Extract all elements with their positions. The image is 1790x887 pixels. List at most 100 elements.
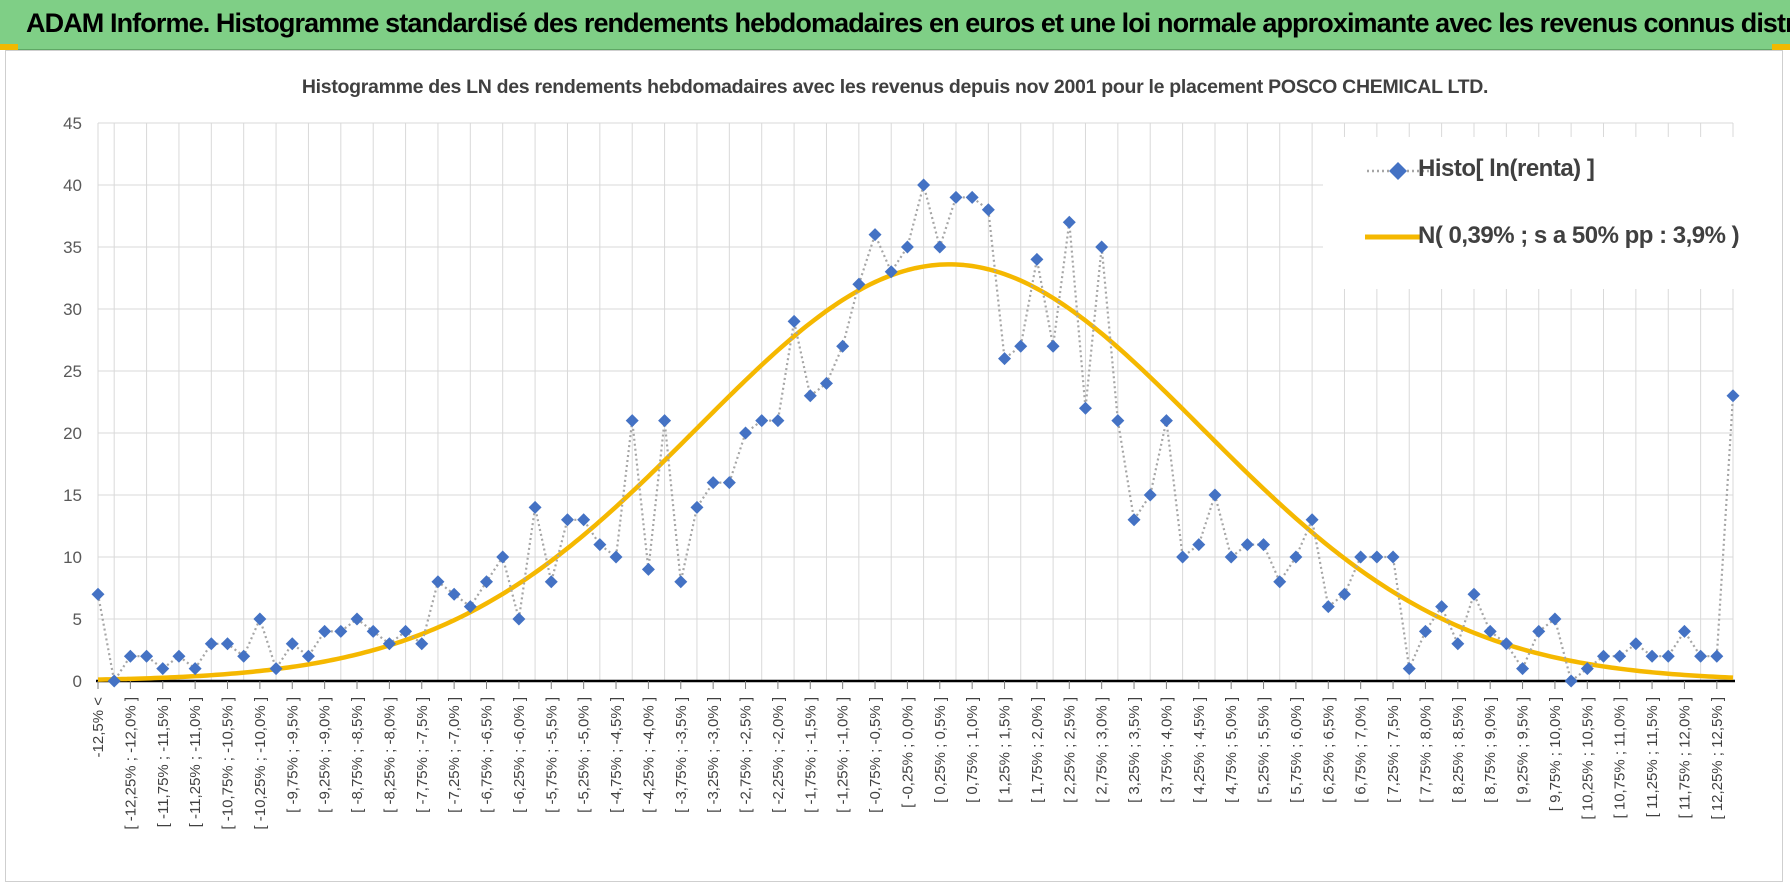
- corner-accent-left: [0, 44, 18, 50]
- histogram-point: [1596, 649, 1610, 663]
- x-tick-label: [ 9,25% ; 9,5% ]: [1515, 697, 1532, 803]
- histogram-point: [496, 550, 510, 564]
- histogram-point: [544, 575, 558, 589]
- x-tick-label: [ -8,25% ; -8,0% ]: [381, 697, 398, 813]
- histogram-point: [237, 649, 251, 663]
- histogram-point: [1095, 240, 1109, 254]
- histogram-point: [1402, 662, 1416, 676]
- x-tick-label: [ -4,75% ; -4,5% ]: [608, 697, 625, 813]
- histogram-point: [1289, 550, 1303, 564]
- x-tick-label: [ 0,25% ; 0,5% ]: [932, 697, 949, 803]
- x-tick-label: [ 7,75% ; 8,0% ]: [1417, 697, 1434, 803]
- histogram-point: [528, 500, 542, 514]
- histogram-point: [318, 624, 332, 638]
- histogram-point: [1467, 587, 1481, 601]
- histogram-point: [512, 612, 526, 626]
- y-axis: 0 5 10 15 20 25 30 35 40 45: [63, 114, 82, 691]
- histogram-line: [96, 180, 1735, 684]
- x-tick-label: [ 2,75% ; 3,0% ]: [1094, 697, 1111, 803]
- x-tick-label: [ 8,75% ; 9,0% ]: [1482, 697, 1499, 803]
- histogram-point: [1111, 414, 1125, 428]
- histogram-point: [221, 637, 235, 651]
- legend-normal-label: N( 0,39% ; s a 50% pp : 3,9% ): [1418, 222, 1740, 249]
- histogram-point: [1483, 624, 1497, 638]
- x-tick-label: [ -10,75% ; -10,5% ]: [220, 697, 237, 830]
- histogram-point: [998, 352, 1012, 366]
- histogram-point: [123, 649, 137, 663]
- histogram-point: [755, 414, 769, 428]
- legend: Histo[ ln(renta) ] N( 0,39% ; s a 50% pp…: [1323, 137, 1740, 289]
- histogram-point: [1694, 649, 1708, 663]
- y-tick-label: 35: [63, 238, 82, 257]
- histogram-point: [1062, 215, 1076, 229]
- histogram-point: [1046, 339, 1060, 353]
- histogram-point: [560, 513, 574, 527]
- y-tick-label: 25: [63, 362, 82, 381]
- histogram-point: [690, 500, 704, 514]
- y-tick-label: 45: [63, 114, 82, 133]
- series-layer: [91, 178, 1740, 688]
- histogram-point: [1321, 600, 1335, 614]
- histogram-point: [172, 649, 186, 663]
- x-tick-label: [ 12,25% ; 12,5% ]: [1709, 697, 1726, 820]
- histogram-point: [739, 426, 753, 440]
- histogram-point: [933, 240, 947, 254]
- histogram-point: [1240, 538, 1254, 552]
- histogram-point: [1192, 538, 1206, 552]
- x-tick-label: [ -7,25% ; -7,0% ]: [446, 697, 463, 813]
- histogram-point: [366, 624, 380, 638]
- x-tick-label: [ -5,75% ; -5,5% ]: [543, 697, 560, 813]
- x-tick-label: [ -9,75% ; -9,5% ]: [284, 697, 301, 813]
- x-tick-label: [ -3,75% ; -3,5% ]: [673, 697, 690, 813]
- histogram-point: [658, 414, 672, 428]
- histogram-point: [1305, 513, 1319, 527]
- x-tick-label: [ -8,75% ; -8,5% ]: [349, 697, 366, 813]
- histogram-point: [269, 662, 283, 676]
- x-tick-label: [ 7,25% ; 7,5% ]: [1385, 697, 1402, 803]
- x-tick-label: [ 0,75% ; 1,0% ]: [964, 697, 981, 803]
- histogram-point: [1337, 587, 1351, 601]
- histogram-point: [334, 624, 348, 638]
- histogram-point: [706, 476, 720, 490]
- histogram-point: [771, 414, 785, 428]
- histogram-point: [1208, 488, 1222, 502]
- histogram-point: [1176, 550, 1190, 564]
- normal-curve: [97, 262, 1734, 682]
- x-tick-label: [ 3,75% ; 4,0% ]: [1158, 697, 1175, 803]
- histogram-point: [1143, 488, 1157, 502]
- x-tick-label: [ -2,75% ; -2,5% ]: [738, 697, 755, 813]
- histogram-point: [1354, 550, 1368, 564]
- histogram-point: [431, 575, 445, 589]
- x-tick-label: [ -0,25% ; 0,0% ]: [899, 697, 916, 808]
- histogram-point: [1159, 414, 1173, 428]
- histogram-point: [463, 600, 477, 614]
- histogram-point: [836, 339, 850, 353]
- histogram-point: [1451, 637, 1465, 651]
- histogram-point: [1418, 624, 1432, 638]
- legend-normal-swatch: [1365, 234, 1421, 240]
- y-tick-label: 40: [63, 176, 82, 195]
- histogram-point: [285, 637, 299, 651]
- x-tick-label: [ -11,25% ; -11,0% ]: [187, 697, 204, 827]
- histogram-point: [641, 562, 655, 576]
- y-tick-label: 10: [63, 548, 82, 567]
- x-tick-label: [ -10,25% ; -10,0% ]: [252, 697, 269, 830]
- histogram-point: [981, 203, 995, 217]
- histogram-point: [107, 674, 121, 688]
- histogram-point: [1564, 674, 1578, 688]
- x-tick-label: [ -1,75% ; -1,5% ]: [802, 697, 819, 813]
- x-tick-label: [ -0,75% ; -0,5% ]: [867, 697, 884, 813]
- histogram-point: [1127, 513, 1141, 527]
- histogram-point: [609, 550, 623, 564]
- y-tick-label: 5: [73, 610, 82, 629]
- banner-title: ADAM Informe. Histogramme standardisé de…: [26, 8, 1790, 38]
- x-tick-label: [ -1,25% ; -1,0% ]: [835, 697, 852, 813]
- x-axis: -12,5% < [ -12,25% ; -12,0% ] [ -11,75% ; …: [90, 679, 1735, 830]
- histogram-point: [1580, 662, 1594, 676]
- x-tick-label: [ -6,75% ; -6,5% ]: [479, 697, 496, 813]
- histogram-point: [1224, 550, 1238, 564]
- histogram-point: [1629, 637, 1643, 651]
- histogram-point: [965, 190, 979, 204]
- histogram-point: [949, 190, 963, 204]
